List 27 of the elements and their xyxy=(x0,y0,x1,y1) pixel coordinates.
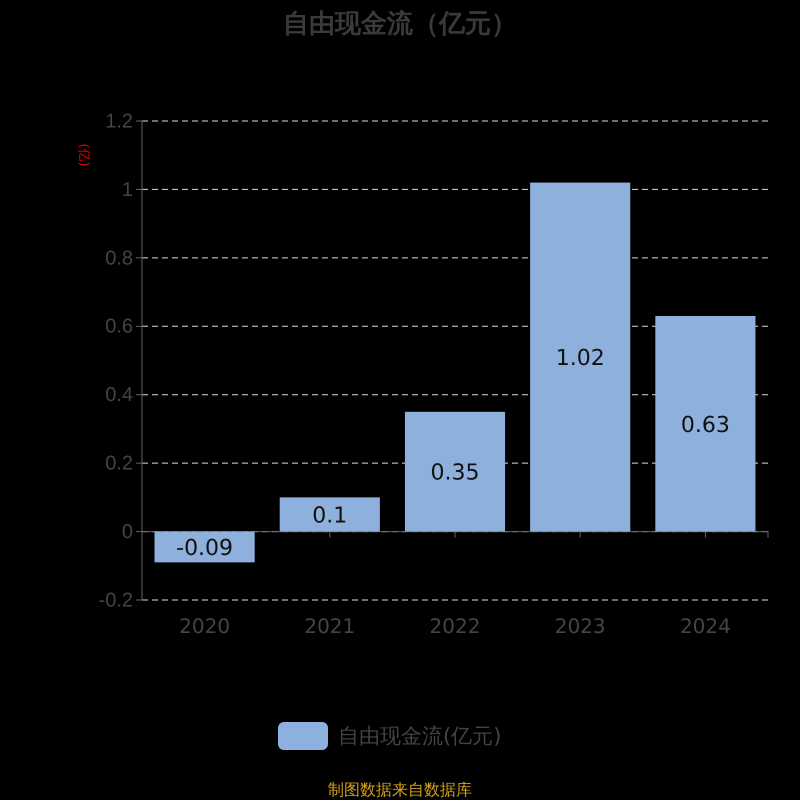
y-tick-label: 0.4 xyxy=(105,384,133,406)
x-tick-label: 2024 xyxy=(680,614,731,638)
x-tick-label: 2020 xyxy=(179,614,230,638)
data-label: 0.63 xyxy=(680,412,730,438)
data-label: -0.09 xyxy=(176,536,234,561)
x-tick-label: 2023 xyxy=(554,614,606,638)
y-tick-label: -0.2 xyxy=(98,589,133,612)
bar xyxy=(655,316,756,532)
x-tick-label: 2022 xyxy=(430,614,480,638)
x-tick-label: 2021 xyxy=(304,614,356,638)
y-tick-label: 1 xyxy=(122,178,133,201)
y-axis-title: (亿) xyxy=(76,143,91,167)
y-tick-label: 0 xyxy=(122,520,133,543)
data-label: 0.1 xyxy=(312,503,348,528)
y-tick-label: 0.2 xyxy=(105,452,133,475)
text: 制图数据来自数据库 xyxy=(328,780,472,799)
bar xyxy=(404,412,506,532)
y-tick-label: 0.8 xyxy=(105,247,133,270)
y-tick-label: 0.6 xyxy=(105,316,133,338)
chart-title: 自由现金流（亿元） xyxy=(283,9,517,39)
bar xyxy=(154,532,255,562)
legend-label: 自由现金流(亿元) xyxy=(338,724,502,748)
data-label: 0.35 xyxy=(430,460,480,486)
bar xyxy=(530,182,630,532)
bar xyxy=(280,497,380,532)
data-label: 1.02 xyxy=(556,346,605,372)
y-tick-label: 1.2 xyxy=(105,110,133,132)
